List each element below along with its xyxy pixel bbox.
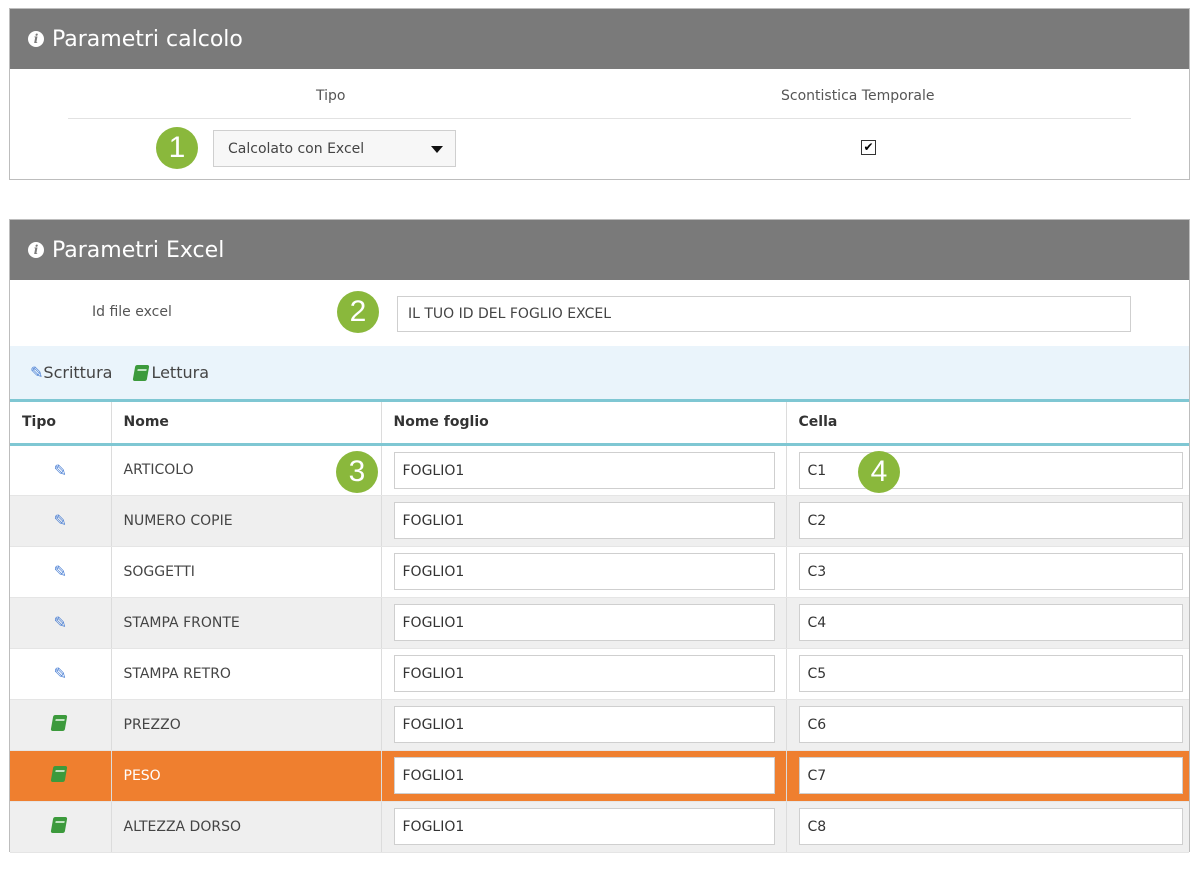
- column-header-nome: Nome: [111, 402, 382, 446]
- nome-cell: ALTEZZA DORSO: [111, 801, 382, 853]
- id-file-row: Id file excel 2 IL TUO ID DEL FOGLIO EXC…: [10, 280, 1189, 346]
- cella-input[interactable]: C8: [798, 808, 1183, 845]
- cella-cell: C1: [786, 444, 1189, 496]
- step-badge-1: 1: [156, 127, 198, 169]
- book-icon: [50, 816, 68, 833]
- tipo-cell: [10, 801, 112, 853]
- cella-cell: C2: [786, 495, 1189, 547]
- nome-foglio-cell: FOGLIO1: [381, 444, 787, 496]
- tipo-cell: [10, 699, 112, 751]
- panel-title: Parametri Excel: [52, 237, 225, 263]
- nome-foglio-input[interactable]: FOGLIO1: [393, 706, 775, 743]
- table-row[interactable]: PESO FOGLIO1 C7: [10, 750, 1189, 802]
- step-badge-4: 4: [858, 451, 900, 493]
- cella-cell: C4: [786, 597, 1189, 649]
- tab-scrittura[interactable]: ✎ Scrittura: [30, 363, 112, 382]
- cella-input[interactable]: C6: [798, 706, 1183, 743]
- step-badge-3: 3: [336, 451, 378, 493]
- nome-foglio-input[interactable]: FOGLIO1: [393, 604, 775, 641]
- table-row[interactable]: ✎ NUMERO COPIE FOGLIO1 C2: [10, 495, 1189, 547]
- nome-foglio-cell: FOGLIO1: [381, 750, 787, 802]
- panel-header: i Parametri calcolo: [10, 9, 1189, 69]
- column-header-tipo: Tipo: [316, 88, 346, 104]
- tipo-select-value: Calcolato con Excel: [228, 141, 365, 157]
- cella-input[interactable]: C1: [798, 451, 1183, 489]
- tipo-cell: ✎: [10, 444, 112, 496]
- nome-cell: PESO: [111, 750, 382, 802]
- cella-cell: C7: [786, 750, 1189, 802]
- tab-scrittura-label: Scrittura: [43, 363, 113, 382]
- panel-title: Parametri calcolo: [52, 26, 243, 52]
- id-file-input[interactable]: IL TUO ID DEL FOGLIO EXCEL: [397, 296, 1131, 332]
- cella-input[interactable]: C4: [798, 604, 1183, 641]
- nome-cell: STAMPA FRONTE: [111, 597, 382, 649]
- cella-cell: C3: [786, 546, 1189, 598]
- nome-foglio-cell: FOGLIO1: [381, 699, 787, 751]
- pencil-icon: ✎: [53, 562, 67, 581]
- nome-foglio-input[interactable]: FOGLIO1: [393, 655, 775, 692]
- pencil-icon: ✎: [53, 511, 67, 530]
- nome-cell: STAMPA RETRO: [111, 648, 382, 700]
- cella-cell: C5: [786, 648, 1189, 700]
- nome-foglio-cell: FOGLIO1: [381, 546, 787, 598]
- cella-cell: C8: [786, 801, 1189, 853]
- parametri-calcolo-panel: i Parametri calcolo Tipo Scontistica Tem…: [9, 8, 1190, 180]
- column-header-scontistica: Scontistica Temporale: [781, 88, 935, 104]
- scontistica-checkbox[interactable]: ✔: [861, 140, 876, 155]
- pencil-icon: ✎: [53, 664, 67, 683]
- cella-input[interactable]: C7: [798, 757, 1183, 794]
- pencil-icon: ✎: [53, 613, 67, 632]
- tipo-cell: [10, 750, 112, 802]
- calc-header-row: Tipo Scontistica Temporale: [68, 69, 1131, 119]
- nome-foglio-cell: FOGLIO1: [381, 801, 787, 853]
- id-file-label: Id file excel: [92, 304, 172, 320]
- info-icon: i: [28, 242, 44, 258]
- tipo-cell: ✎: [10, 597, 112, 649]
- book-icon: [133, 364, 150, 381]
- book-icon: [50, 765, 68, 782]
- nome-cell: NUMERO COPIE: [111, 495, 382, 547]
- step-badge-2: 2: [337, 291, 379, 333]
- tipo-cell: ✎: [10, 495, 112, 547]
- column-header-nome-foglio: Nome foglio: [381, 402, 787, 446]
- tipo-cell: ✎: [10, 648, 112, 700]
- nome-foglio-input[interactable]: FOGLIO1: [393, 808, 775, 845]
- pencil-icon: ✎: [30, 363, 44, 382]
- cella-input[interactable]: C3: [798, 553, 1183, 590]
- nome-foglio-cell: FOGLIO1: [381, 597, 787, 649]
- tipo-cell: ✎: [10, 546, 112, 598]
- column-header-cella: Cella: [786, 402, 1189, 446]
- table-row[interactable]: ✎ STAMPA FRONTE FOGLIO1 C4: [10, 597, 1189, 649]
- legend-bar: ✎ Scrittura Lettura: [10, 346, 1189, 402]
- book-icon: [50, 714, 68, 731]
- calc-row: 1 Calcolato con Excel ✔: [10, 119, 1189, 179]
- cella-input[interactable]: C5: [798, 655, 1183, 692]
- info-icon: i: [28, 31, 44, 47]
- nome-cell: PREZZO: [111, 699, 382, 751]
- nome-foglio-cell: FOGLIO1: [381, 495, 787, 547]
- cella-input[interactable]: C2: [798, 502, 1183, 539]
- nome-foglio-input[interactable]: FOGLIO1: [393, 451, 775, 489]
- tipo-select[interactable]: Calcolato con Excel: [213, 130, 456, 167]
- pencil-icon: ✎: [53, 460, 67, 480]
- table-row[interactable]: ✎ SOGGETTI FOGLIO1 C3: [10, 546, 1189, 598]
- table-row[interactable]: ✎ ARTICOLO FOGLIO1 C1: [10, 444, 1189, 496]
- nome-foglio-cell: FOGLIO1: [381, 648, 787, 700]
- tab-lettura-label: Lettura: [151, 363, 209, 382]
- nome-foglio-input[interactable]: FOGLIO1: [393, 757, 775, 794]
- table-header-row: Tipo Nome Nome foglio Cella: [10, 402, 1189, 446]
- nome-cell: SOGGETTI: [111, 546, 382, 598]
- nome-foglio-input[interactable]: FOGLIO1: [393, 553, 775, 590]
- table-row[interactable]: ALTEZZA DORSO FOGLIO1 C8: [10, 801, 1189, 853]
- nome-foglio-input[interactable]: FOGLIO1: [393, 502, 775, 539]
- panel-header: i Parametri Excel: [10, 220, 1189, 280]
- excel-mapping-table: Tipo Nome Nome foglio Cella ✎ ARTICOLO FOG…: [10, 402, 1189, 853]
- table-row[interactable]: PREZZO FOGLIO1 C6: [10, 699, 1189, 751]
- dropdown-arrow-icon: [431, 146, 443, 153]
- tab-lettura[interactable]: Lettura: [133, 363, 209, 382]
- column-header-tipo: Tipo: [10, 402, 112, 446]
- cella-cell: C6: [786, 699, 1189, 751]
- table-row[interactable]: ✎ STAMPA RETRO FOGLIO1 C5: [10, 648, 1189, 700]
- parametri-excel-panel: i Parametri Excel Id file excel 2 IL TUO…: [9, 219, 1190, 853]
